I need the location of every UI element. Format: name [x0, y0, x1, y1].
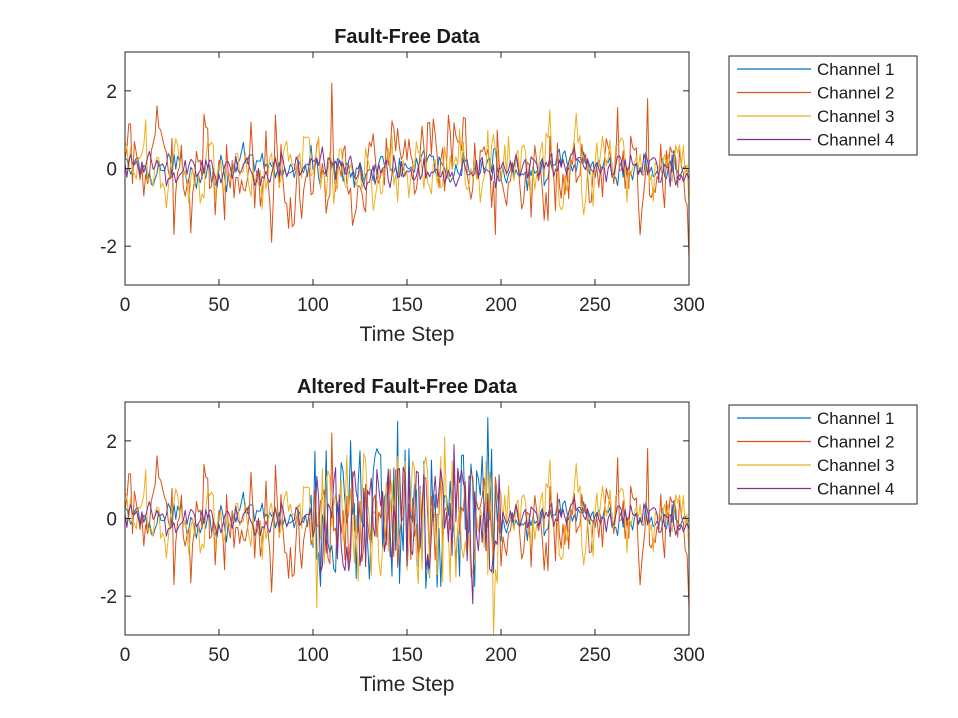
legend-label: Channel 4 — [817, 131, 895, 150]
x-tick-label: 200 — [485, 645, 517, 666]
x-tick-label: 100 — [297, 295, 329, 316]
legend: Channel 1 Channel 2 Channel 3 Channel 4 — [728, 404, 918, 505]
x-axis-label: Time Step — [360, 323, 455, 346]
x-tick-label: 0 — [120, 295, 131, 316]
legend-label: Channel 1 — [817, 60, 895, 79]
series-line-3 — [125, 109, 689, 216]
y-tick-label: 2 — [106, 432, 117, 453]
legend-box — [728, 404, 918, 505]
x-axis: 0 50 100 150 200 250 300 — [120, 52, 705, 316]
y-tick-label: 2 — [106, 82, 117, 103]
y-axis: -2 0 2 — [100, 432, 689, 608]
legend-label: Channel 2 — [817, 84, 895, 103]
legend-label: Channel 3 — [817, 456, 895, 475]
legend-label: Channel 4 — [817, 480, 895, 499]
x-tick-label: 300 — [673, 295, 705, 316]
series-line-1 — [125, 141, 689, 193]
series-line-2 — [125, 82, 689, 258]
x-tick-label: 150 — [391, 645, 423, 666]
legend-label: Channel 2 — [817, 433, 895, 452]
chart-title: Altered Fault-Free Data — [297, 376, 518, 398]
series-line-3 — [125, 436, 689, 635]
y-tick-label: -2 — [100, 587, 117, 608]
y-tick-label: 0 — [106, 160, 117, 181]
series-group — [125, 82, 689, 258]
legend-label: Channel 3 — [817, 107, 895, 126]
series-line-4 — [125, 444, 689, 605]
x-tick-label: 250 — [579, 645, 611, 666]
subplot-1: Fault-Free Data -202 0 50 100 150 200 250 300 … — [100, 26, 918, 346]
chart-title: Fault-Free Data — [334, 26, 480, 48]
x-tick-label: 50 — [208, 295, 229, 316]
legend-box — [728, 55, 918, 156]
x-tick-label: 150 — [391, 295, 423, 316]
y-axis: -2 0 2 — [100, 82, 689, 258]
legend: Channel 1 Channel 2 Channel 3 Channel 4 — [728, 55, 918, 156]
x-tick-label: 300 — [673, 645, 705, 666]
series-line-4 — [125, 146, 689, 191]
x-axis-label: Time Step — [360, 673, 455, 696]
x-tick-label: 250 — [579, 295, 611, 316]
x-tick-label: 200 — [485, 295, 517, 316]
legend-label: Channel 1 — [817, 409, 895, 428]
x-tick-label: 50 — [208, 645, 229, 666]
subplot-2: Altered Fault-Free Data -2 0 2 0 50 100 150 20… — [100, 376, 918, 696]
series-group — [125, 417, 689, 635]
x-tick-label: 0 — [120, 645, 131, 666]
y-tick-label: 0 — [106, 510, 117, 531]
y-tick-label: -2 — [100, 237, 117, 258]
x-tick-label: 100 — [297, 645, 329, 666]
x-axis: 0 50 100 150 200 250 300 — [120, 402, 705, 666]
